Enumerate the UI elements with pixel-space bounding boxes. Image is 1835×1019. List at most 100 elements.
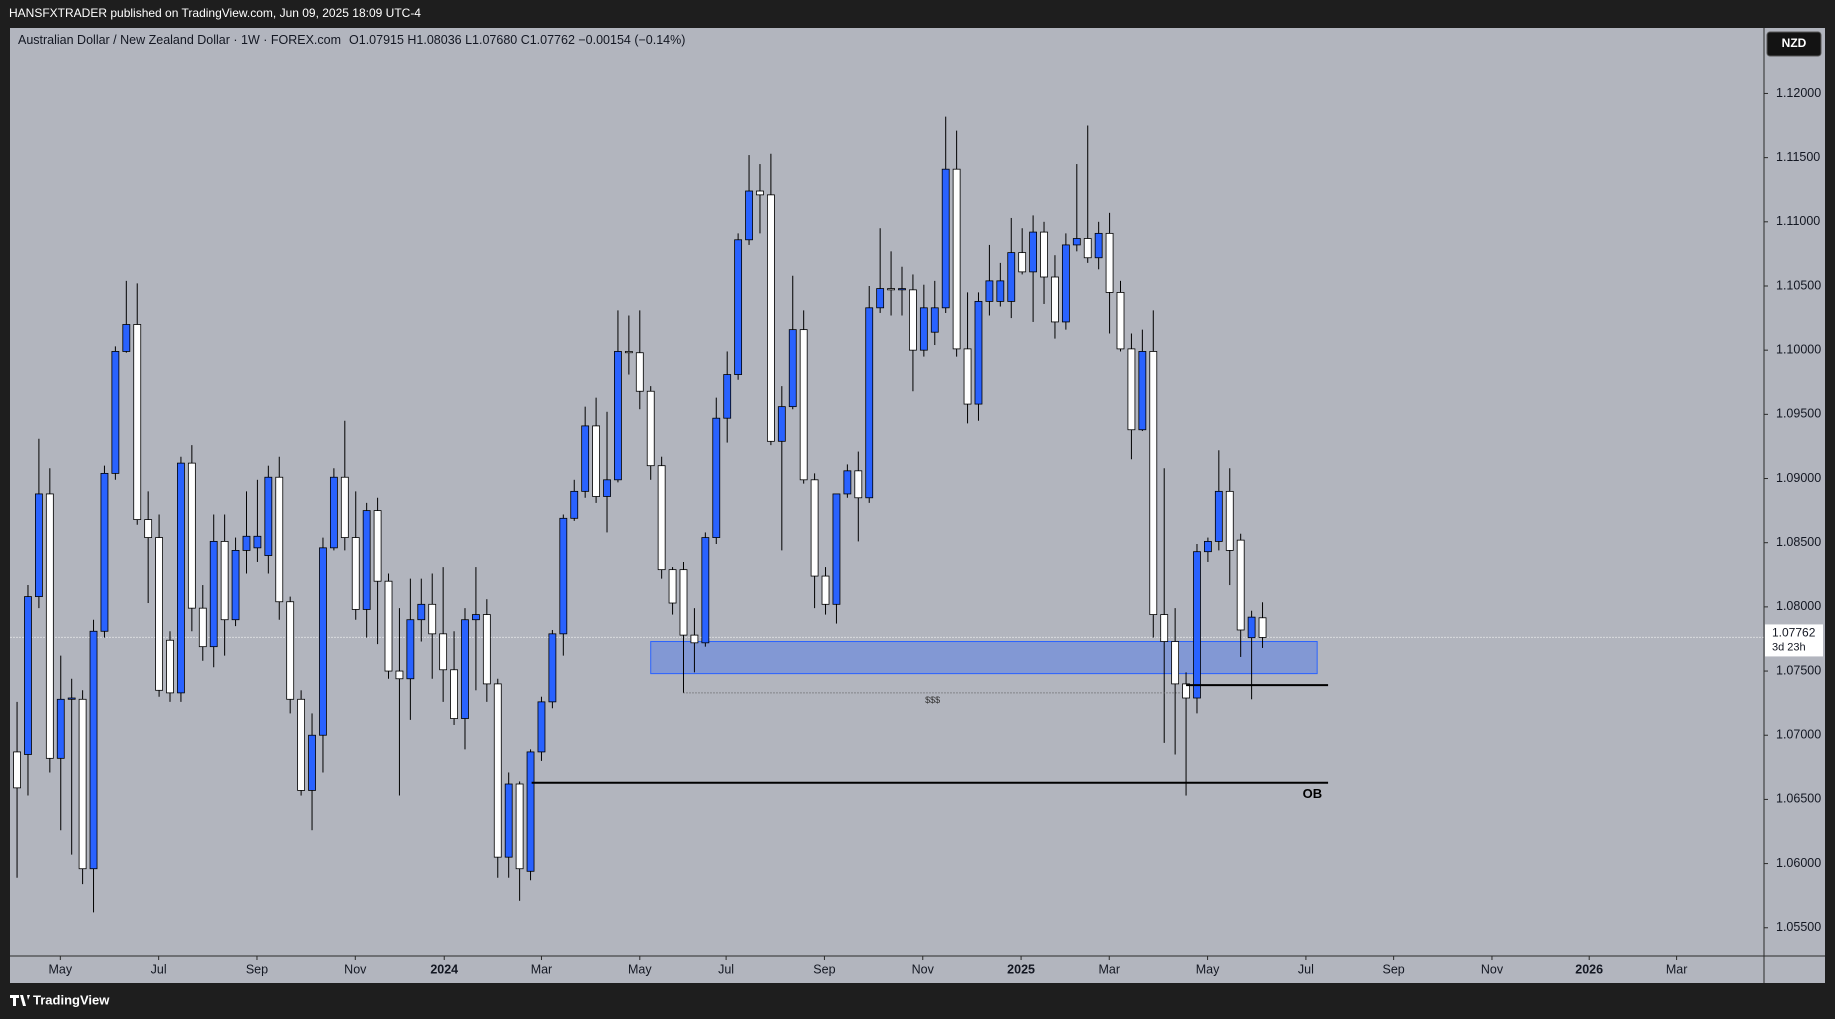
candle-body [810, 479, 819, 577]
candle-body [111, 351, 120, 474]
candle-body [1160, 614, 1169, 642]
candle-body [1029, 231, 1038, 273]
candle-body [909, 289, 917, 351]
candle-body [220, 541, 229, 621]
x-tick-label: May [49, 962, 73, 976]
candle-body [482, 614, 491, 685]
brand-name: TradingView [33, 992, 110, 1007]
candle-body [242, 535, 251, 551]
brand-logo [10, 995, 30, 1006]
candle-body [712, 417, 721, 538]
candle-body [35, 493, 43, 598]
candle-body [1072, 238, 1081, 246]
candle-body [264, 476, 273, 556]
candle-body [832, 493, 841, 605]
y-tick-label: 1.07500 [1776, 663, 1821, 677]
x-tick-label: Jul [718, 962, 734, 976]
candle-body [701, 537, 710, 644]
candle-body [734, 239, 743, 375]
candle-body [668, 569, 677, 604]
publish-header: HANSFXTRADER published on TradingView.co… [9, 6, 421, 20]
candle-body [766, 194, 775, 442]
candle-body [581, 425, 590, 492]
candle-body [155, 537, 163, 691]
candle-body [78, 698, 87, 870]
candle-body [690, 634, 699, 644]
x-tick-label: Nov [1481, 962, 1504, 976]
x-tick-label: Nov [344, 962, 367, 976]
candle-body [493, 683, 502, 858]
candle-body [187, 462, 196, 609]
candle-body [428, 603, 437, 635]
candle-body [56, 698, 65, 759]
candle-body [1214, 490, 1223, 542]
button-bg[interactable] [1766, 31, 1822, 57]
candle-body [329, 476, 338, 549]
candle-body [209, 541, 218, 648]
candle-body [777, 406, 786, 442]
candle-body [198, 607, 207, 648]
candle-body [788, 329, 797, 408]
candle-body [1236, 539, 1245, 631]
candle-body [275, 476, 284, 603]
candle-body [930, 307, 939, 333]
y-tick-label: 1.08000 [1776, 599, 1821, 613]
candle-body [723, 374, 732, 419]
candle-body [515, 783, 524, 870]
candle-body [679, 569, 688, 636]
y-tick-label: 1.10500 [1776, 278, 1821, 292]
x-tick-label: Mar [1098, 962, 1120, 976]
candle-body [439, 633, 448, 671]
y-tick-label: 1.07000 [1776, 728, 1821, 742]
brand: TradingView [10, 992, 110, 1007]
zone [650, 641, 1318, 675]
candle-body [253, 535, 262, 549]
y-tick-label: 1.08500 [1776, 535, 1821, 549]
price-label-box [1765, 624, 1823, 657]
candle-body [799, 329, 808, 481]
candle-body [1127, 348, 1136, 431]
candle-body [319, 547, 327, 736]
x-tick-label: Mar [1666, 962, 1688, 976]
candle-body [1182, 683, 1190, 699]
candle-body [985, 280, 994, 302]
candle-body [286, 601, 295, 700]
candle-body [89, 630, 98, 870]
currency-button[interactable]: NZD [1766, 31, 1822, 57]
candle-body [231, 550, 240, 621]
candle-body [24, 596, 32, 755]
candle-body [45, 493, 54, 759]
candle-body [657, 465, 666, 571]
candle-body [854, 470, 863, 499]
y-tick-label: 1.10000 [1776, 342, 1821, 356]
candle-body [526, 751, 535, 872]
candle-body [1225, 490, 1234, 551]
candle-body [570, 490, 579, 519]
candle-body [876, 288, 885, 309]
candle-body [1247, 616, 1256, 639]
y-tick-label: 1.11500 [1776, 150, 1820, 164]
candle-body [504, 783, 513, 858]
candle-body [373, 510, 382, 582]
y-tick-label: 1.09000 [1776, 471, 1821, 485]
candle-body [1040, 231, 1048, 278]
candle-body [395, 670, 404, 680]
ohlc: O1.07915 H1.08036 L1.07680 C1.07762 −0.0… [349, 33, 685, 47]
button-label[interactable]: NZD [1782, 36, 1807, 50]
y-tick-label: 1.11000 [1776, 214, 1820, 228]
x-tick-label: Sep [246, 962, 268, 976]
x-tick-label: Mar [531, 962, 553, 976]
candle-body [1007, 252, 1016, 302]
candle-body [384, 580, 393, 672]
candle-body [1138, 351, 1147, 431]
candle-body [614, 351, 622, 481]
candle-body [1051, 276, 1059, 323]
candle-body [974, 300, 983, 405]
x-tick-label: May [1196, 962, 1220, 976]
candle-body [1083, 238, 1092, 259]
x-tick-label: Sep [1383, 962, 1405, 976]
candle-body [297, 698, 306, 791]
y-tick-label: 1.06000 [1776, 856, 1821, 870]
x-tick-label: Jul [151, 962, 167, 976]
